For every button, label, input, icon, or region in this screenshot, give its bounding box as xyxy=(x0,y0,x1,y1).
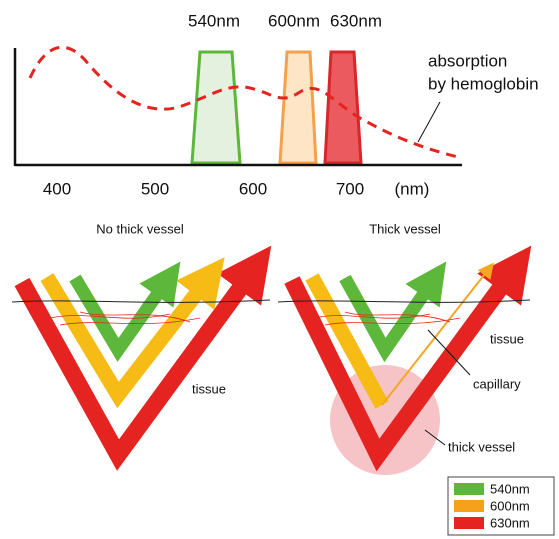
label: thick vessel xyxy=(448,439,515,454)
panel-title: Thick vessel xyxy=(369,221,441,236)
legend-swatch xyxy=(454,517,484,529)
label: tissue xyxy=(490,331,524,346)
label: tissue xyxy=(192,381,226,396)
legend-label: 540nm xyxy=(490,481,530,496)
filter-label: 600nm xyxy=(268,11,320,30)
spectrum: 540nm 600nm 630nm absorption by hemoglob… xyxy=(13,11,539,198)
legend: 540nm 600nm 630nm xyxy=(447,476,555,536)
thick-vessel xyxy=(330,365,440,475)
legend-label: 630nm xyxy=(490,515,530,530)
panel-no-thick-vessel: No thick vessel tissue xyxy=(11,221,272,471)
panel-thick-vessel: Thick vessel tissue capillary thick vess… xyxy=(277,221,532,475)
label: capillary xyxy=(473,376,521,391)
pointer xyxy=(417,101,441,143)
unit-label: (nm) xyxy=(395,179,430,198)
pointer xyxy=(427,329,471,376)
arrow-630 xyxy=(14,245,272,471)
arrow-540 xyxy=(69,261,181,362)
filter-label: 630nm xyxy=(330,11,382,30)
legend-swatch xyxy=(454,500,484,512)
tick-label: 400 xyxy=(43,179,71,198)
legend-label: 600nm xyxy=(490,498,530,513)
tissue-surface xyxy=(277,299,531,303)
annotation: by hemoglobin xyxy=(428,74,539,93)
tick-label: 600 xyxy=(239,179,267,198)
pointer xyxy=(424,429,446,446)
arrow-630 xyxy=(284,245,532,472)
arrow-600 xyxy=(305,273,389,409)
annotation: absorption xyxy=(428,51,507,70)
filter-540 xyxy=(190,50,242,165)
legend-swatch xyxy=(454,483,484,495)
tick-label: 700 xyxy=(336,179,364,198)
capillaries xyxy=(49,311,201,326)
filter-600 xyxy=(278,50,318,165)
filter-label: 540nm xyxy=(188,11,240,30)
tick-label: 500 xyxy=(141,179,169,198)
panel-title: No thick vessel xyxy=(96,221,184,236)
arrow-540 xyxy=(339,261,447,363)
tissue-surface xyxy=(11,299,271,303)
absorption-curve xyxy=(28,45,463,160)
capillaries xyxy=(314,311,461,326)
